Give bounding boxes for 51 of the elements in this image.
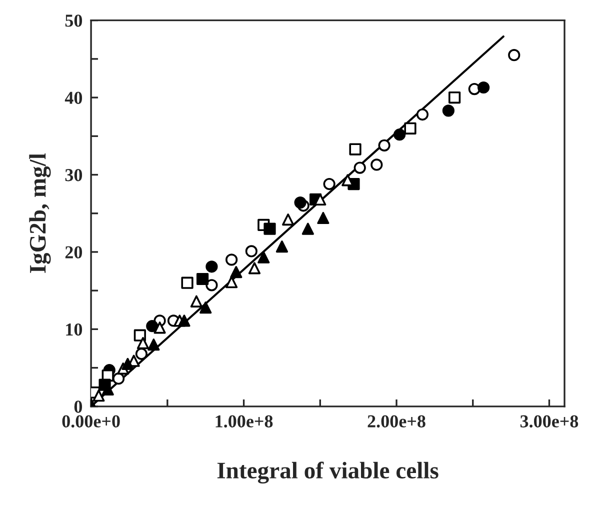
y-tick-label: 50 xyxy=(65,14,82,27)
point xyxy=(92,390,105,402)
point xyxy=(146,320,158,332)
point xyxy=(294,196,306,209)
y-tick-label: 20 xyxy=(65,246,82,258)
point xyxy=(154,322,166,334)
y-tick-label: 10 xyxy=(66,323,82,336)
x-tick-label: 3.00e+8 xyxy=(520,415,578,428)
point xyxy=(264,222,276,235)
point xyxy=(135,348,148,360)
point xyxy=(349,143,362,156)
y-axis-title: IgG2b, mg/l xyxy=(29,153,51,273)
point xyxy=(354,162,366,174)
point xyxy=(226,254,238,266)
point xyxy=(323,178,336,190)
point xyxy=(230,266,242,278)
point xyxy=(302,222,314,235)
point xyxy=(370,158,383,171)
point xyxy=(317,212,330,224)
point xyxy=(276,240,288,253)
point xyxy=(196,272,209,286)
x-tick-label: 0.00e+0 xyxy=(62,415,120,428)
point xyxy=(200,302,212,314)
point xyxy=(258,251,270,264)
point xyxy=(394,128,406,141)
point xyxy=(442,104,454,117)
point xyxy=(378,139,390,152)
point xyxy=(206,260,218,273)
x-tick-label: 1.00e+8 xyxy=(216,415,273,428)
point xyxy=(478,81,490,94)
point xyxy=(181,276,194,289)
point xyxy=(122,358,134,370)
point xyxy=(178,314,190,327)
point xyxy=(136,337,150,350)
point xyxy=(190,295,202,308)
point xyxy=(282,213,294,226)
y-tick-label: 0 xyxy=(74,400,82,413)
point xyxy=(508,49,520,62)
point xyxy=(134,329,146,342)
y-tick-label: 30 xyxy=(65,169,82,182)
point xyxy=(245,245,258,258)
x-axis-title: Integral of viable cells xyxy=(217,462,438,484)
y-tick-label: 40 xyxy=(64,92,82,104)
point xyxy=(448,91,461,104)
x-tick-label: 2.00e+8 xyxy=(368,415,426,428)
point xyxy=(404,122,416,134)
point xyxy=(416,108,429,121)
point xyxy=(248,262,261,274)
point xyxy=(226,276,238,288)
point xyxy=(206,279,218,292)
point xyxy=(148,338,160,351)
